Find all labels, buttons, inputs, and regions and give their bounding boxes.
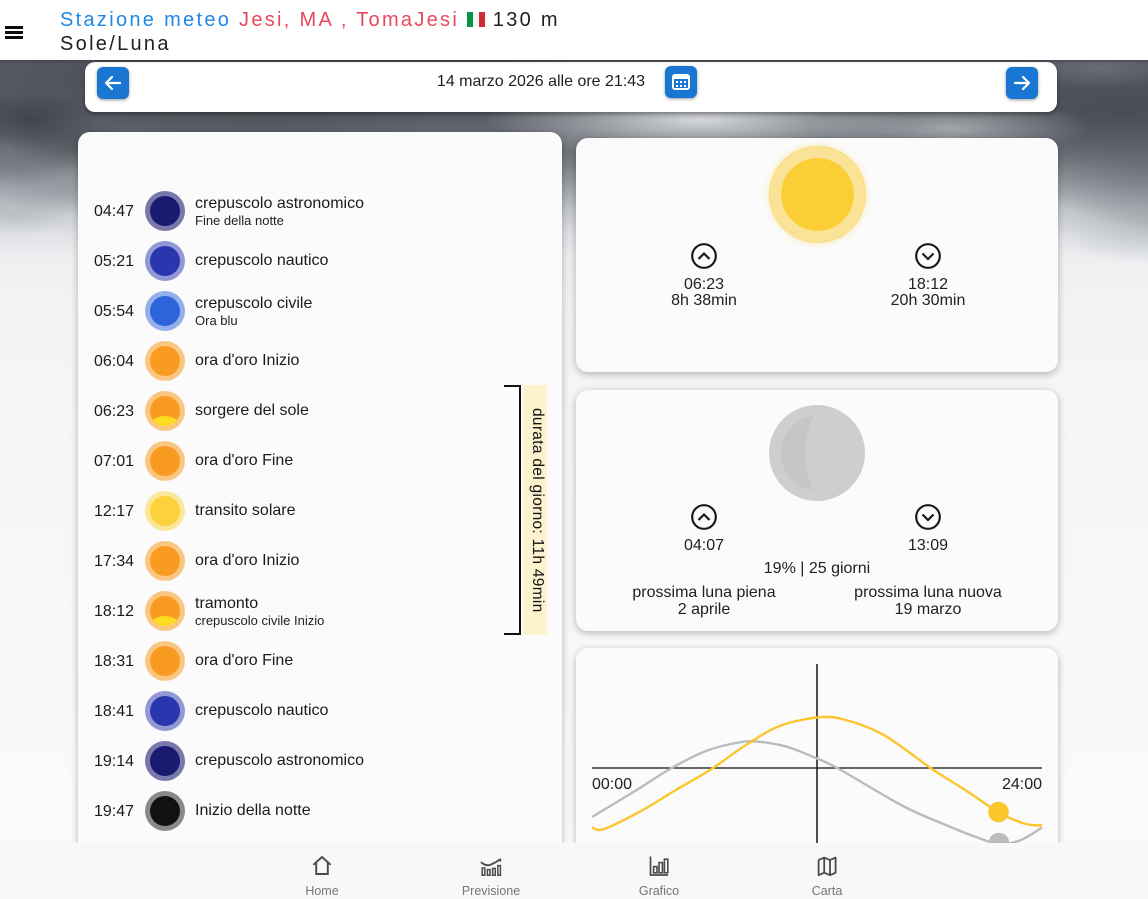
svg-text:00:00: 00:00 — [592, 776, 632, 793]
svg-text:24:00: 24:00 — [1002, 776, 1042, 793]
